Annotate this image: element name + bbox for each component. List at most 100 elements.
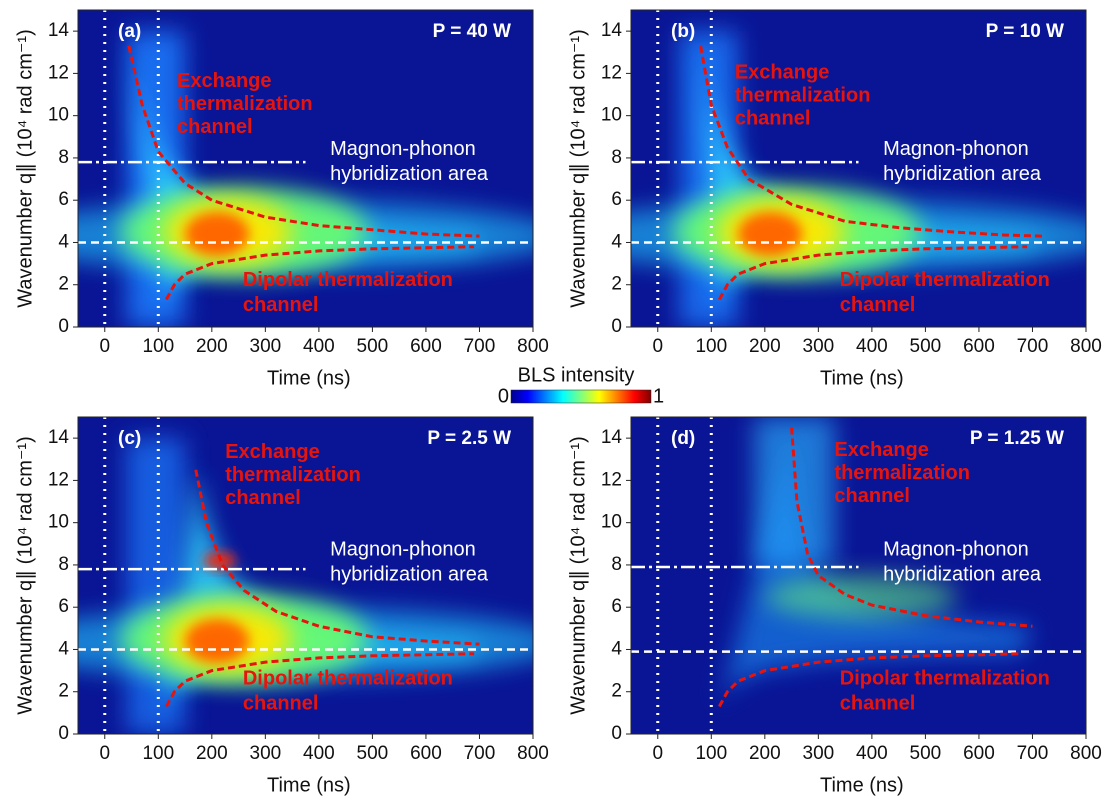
dipolar-curve [718, 245, 1028, 301]
dipolar-curve [165, 245, 475, 301]
y-tick-label: 12 [48, 62, 69, 83]
y-tick-label: 8 [58, 147, 69, 168]
exchange-label: thermalization [834, 462, 970, 484]
exchange-curve [194, 469, 480, 646]
exchange-label: Exchange [735, 62, 829, 84]
y-axis-label: Wavenumber q∥ (10⁴ rad cm⁻¹) [567, 29, 589, 308]
hybrid-label: hybridization area [883, 163, 1042, 185]
dipolar-label: channel [840, 692, 916, 714]
x-tick-label: 600 [410, 743, 442, 764]
y-tick-label: 0 [58, 316, 69, 337]
y-tick-label: 0 [58, 723, 69, 744]
x-tick-label: 400 [303, 336, 335, 357]
y-tick-label: 12 [601, 469, 622, 490]
y-tick-label: 10 [601, 512, 622, 533]
x-tick-label: 500 [357, 336, 389, 357]
colorbar-label: BLS intensity [518, 364, 635, 386]
hybrid-label: Magnon-phonon [330, 538, 476, 560]
y-tick-label: 4 [58, 638, 69, 659]
heatmap-band [185, 212, 250, 257]
x-tick-label: 100 [695, 336, 727, 357]
hybrid-label: hybridization area [330, 163, 489, 185]
y-tick-label: 4 [611, 231, 622, 252]
x-tick-label: 100 [695, 743, 727, 764]
x-tick-label: 300 [803, 336, 835, 357]
y-tick-label: 4 [58, 231, 69, 252]
colorbar-tick-label: 0 [498, 385, 509, 407]
panel-label: (d) [671, 428, 695, 449]
exchange-label: channel [834, 485, 910, 507]
y-tick-label: 8 [611, 147, 622, 168]
y-tick-label: 2 [611, 274, 622, 295]
x-tick-label: 100 [142, 743, 174, 764]
y-tick-label: 4 [611, 638, 622, 659]
heatmap [631, 10, 1086, 327]
hybrid-label: Magnon-phonon [883, 138, 1029, 160]
x-tick-label: 700 [1017, 336, 1049, 357]
exchange-label: thermalization [735, 85, 871, 107]
exchange-curve [790, 427, 1033, 628]
x-tick-label: 0 [652, 336, 663, 357]
y-tick-label: 14 [48, 427, 70, 448]
y-tick-label: 8 [58, 554, 69, 575]
y-tick-label: 6 [58, 189, 69, 210]
dipolar-label: channel [243, 692, 319, 714]
exchange-label: channel [735, 108, 811, 130]
x-tick-label: 500 [910, 336, 942, 357]
heatmap-band [764, 574, 958, 619]
x-tick-label: 200 [196, 743, 228, 764]
dipolar-label: channel [243, 294, 319, 316]
y-tick-label: 10 [601, 105, 622, 126]
x-tick-label: 400 [303, 743, 335, 764]
x-tick-label: 200 [749, 743, 781, 764]
dipolar-label: Dipolar thermalization [243, 667, 453, 689]
plot-frame [77, 416, 534, 735]
heatmap-band [185, 619, 250, 664]
x-tick-label: 200 [749, 336, 781, 357]
y-tick-label: 14 [601, 20, 623, 41]
heatmap [78, 417, 533, 734]
dipolar-label: Dipolar thermalization [243, 269, 453, 291]
power-label: P = 1.25 W [970, 428, 1064, 449]
dipolar-label: Dipolar thermalization [840, 667, 1050, 689]
y-tick-label: 2 [58, 681, 69, 702]
power-label: P = 10 W [986, 21, 1064, 42]
x-tick-label: 700 [464, 336, 496, 357]
x-tick-label: 600 [963, 743, 995, 764]
x-tick-label: 400 [856, 743, 888, 764]
x-tick-label: 800 [517, 743, 549, 764]
plot-frame [630, 9, 1087, 328]
x-tick-label: 0 [652, 743, 663, 764]
y-tick-label: 12 [601, 62, 622, 83]
x-tick-label: 500 [910, 743, 942, 764]
x-tick-label: 200 [196, 336, 228, 357]
plot-frame [77, 9, 534, 328]
x-axis-label: Time (ns) [820, 774, 904, 796]
panel-label: (c) [118, 428, 141, 449]
x-tick-label: 300 [250, 336, 282, 357]
plot-frame [630, 416, 1087, 735]
x-axis-label: Time (ns) [267, 367, 351, 389]
x-tick-label: 800 [1070, 743, 1102, 764]
dipolar-label: channel [840, 294, 916, 316]
y-tick-label: 6 [611, 596, 622, 617]
exchange-label: channel [177, 116, 253, 138]
dipolar-label: Dipolar thermalization [840, 269, 1050, 291]
y-tick-label: 12 [48, 469, 69, 490]
x-tick-label: 800 [517, 336, 549, 357]
x-tick-label: 600 [410, 336, 442, 357]
heatmap-band [738, 212, 803, 257]
x-tick-label: 800 [1070, 336, 1102, 357]
exchange-label: Exchange [225, 441, 319, 463]
exchange-label: thermalization [177, 93, 313, 115]
x-axis-label: Time (ns) [820, 367, 904, 389]
dipolar-curve [718, 652, 1022, 708]
y-axis-label: Wavenumber q∥ (10⁴ rad cm⁻¹) [14, 436, 36, 715]
x-tick-label: 600 [963, 336, 995, 357]
y-axis-label: Wavenumber q∥ (10⁴ rad cm⁻¹) [14, 29, 36, 308]
y-tick-label: 2 [611, 681, 622, 702]
exchange-label: Exchange [177, 70, 271, 92]
exchange-curve [127, 45, 480, 238]
panel-label: (b) [671, 21, 695, 42]
